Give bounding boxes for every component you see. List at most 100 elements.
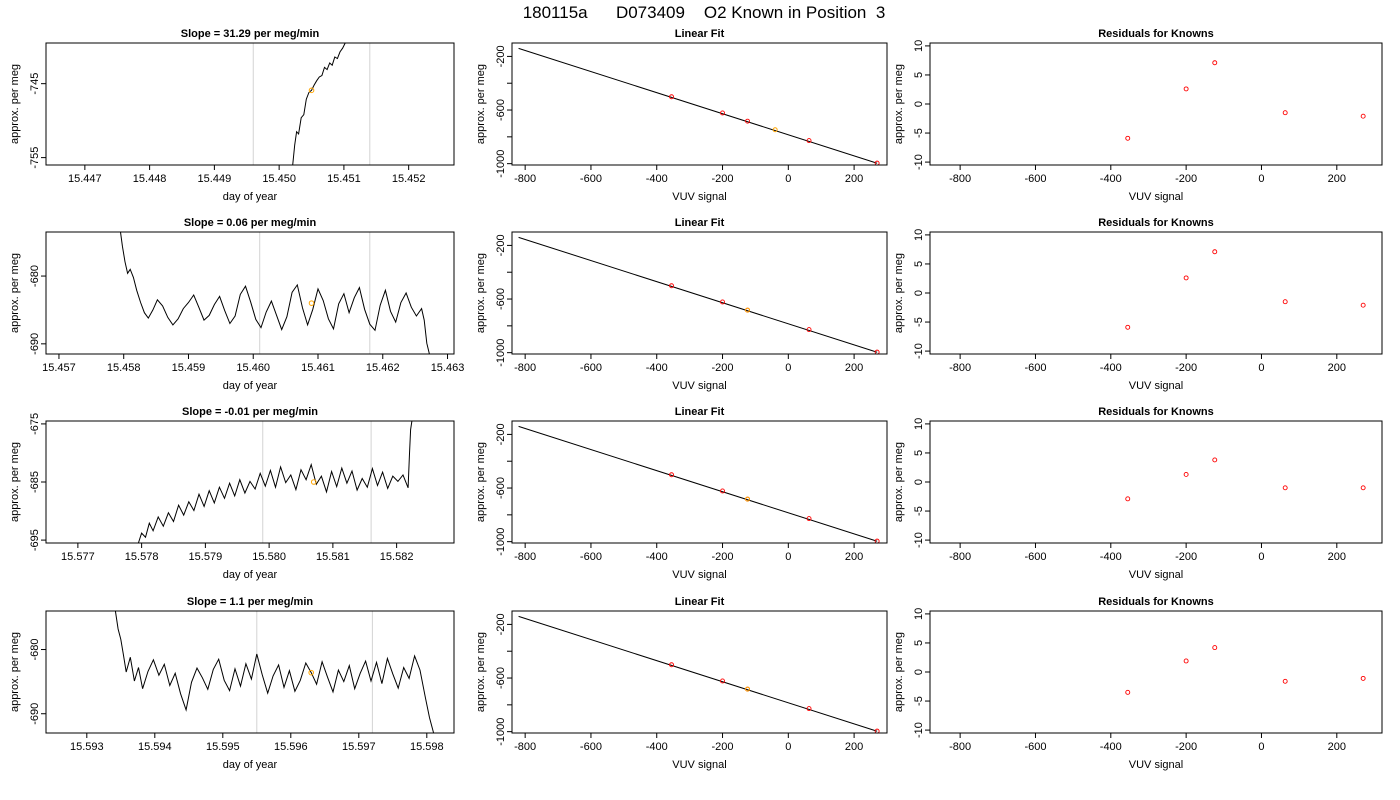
y-tick-label: -10: [913, 532, 925, 548]
panel-r4-c2: Linear Fit -800 -600 -400 -200 0 200 -1000 -600 -…: [475, 596, 888, 771]
known-point: [806, 327, 812, 333]
panel-r3-c1: Slope = -0.01 per meg/min 15.577 15.578 15.…: [9, 406, 455, 581]
sample-marker: [308, 669, 315, 676]
panel-title: Slope = 1.1 per meg/min: [187, 596, 314, 608]
residual-point: [1282, 299, 1288, 305]
x-tick-label: -600: [580, 362, 602, 374]
panel-title: Residuals for Knowns: [1098, 28, 1214, 40]
x-axis-label: day of year: [223, 759, 278, 771]
y-tick-label: 5: [913, 450, 925, 456]
y-tick-label: 0: [913, 101, 925, 107]
y-tick-label: 10: [913, 229, 925, 241]
x-tick-label: 15.459: [172, 362, 206, 374]
fit-line: [518, 47, 878, 164]
residual-point: [1282, 678, 1288, 684]
residual-point: [1212, 249, 1218, 255]
known-point: [669, 283, 674, 289]
panel-r1-c3: Residuals for Knowns -800 -600 -400 -200 0 200…: [893, 28, 1383, 203]
x-axis-label: VUV signal: [1129, 191, 1183, 203]
y-axis-label: approx. per meg: [9, 253, 21, 333]
plot-frame: [929, 420, 1383, 544]
plot-frame: [511, 231, 888, 355]
x-tick-label: -800: [514, 362, 536, 374]
x-tick-label: 15.594: [138, 741, 172, 753]
x-tick-label: -600: [580, 551, 602, 563]
x-axis-label: VUV signal: [1129, 569, 1183, 581]
x-tick-label: 15.581: [316, 551, 350, 563]
y-tick-label: -5: [913, 506, 925, 516]
sample-marker: [308, 300, 315, 306]
y-axis-label: approx. per meg: [475, 253, 487, 333]
x-axis-label: day of year: [223, 569, 278, 581]
x-tick-label: 15.582: [380, 551, 414, 563]
x-tick-label: -200: [712, 741, 734, 753]
x-tick-label: 15.593: [70, 741, 104, 753]
x-tick-label: -400: [1100, 551, 1122, 563]
y-axis-label: approx. per meg: [893, 632, 905, 712]
x-tick-label: 15.597: [342, 741, 376, 753]
x-tick-label: -200: [1175, 741, 1197, 753]
x-tick-label: -400: [646, 741, 668, 753]
panel-r2-c1: Slope = 0.06 per meg/min 15.457 15.458 15.4…: [9, 217, 464, 392]
x-tick-label: 15.452: [392, 173, 426, 185]
x-tick-label: 15.447: [68, 173, 102, 185]
x-tick-label: -600: [580, 173, 602, 185]
x-tick-label: 15.450: [262, 173, 296, 185]
y-tick-label: -680: [29, 639, 41, 661]
panel-title: Slope = 31.29 per meg/min: [181, 28, 320, 40]
panel-r1-c2: Linear Fit -800 -600 -400 -200 0 200 -1000 -600 -…: [475, 28, 888, 203]
y-tick-label: -5: [913, 696, 925, 706]
x-tick-label: -800: [949, 551, 971, 563]
residual-point: [1360, 675, 1366, 681]
y-tick-label: -685: [29, 471, 41, 493]
known-point: [720, 678, 725, 684]
x-tick-label: 200: [1328, 362, 1346, 374]
panel-r4-c1: Slope = 1.1 per meg/min 15.593 15.594 15.59…: [9, 596, 455, 771]
fit-line: [518, 425, 878, 542]
plot-frame: [929, 42, 1383, 166]
known-point: [720, 299, 725, 305]
known-point: [806, 706, 812, 712]
x-tick-label: -600: [1024, 173, 1046, 185]
x-tick-label: 15.596: [274, 741, 308, 753]
y-tick-label: -600: [495, 288, 507, 310]
y-tick-label: -10: [913, 722, 925, 738]
plot-frame: [929, 231, 1383, 355]
x-tick-label: 15.577: [61, 551, 95, 563]
sample-marker: [308, 87, 315, 94]
data-trace-line: [292, 43, 346, 165]
x-axis-label: VUV signal: [672, 759, 726, 771]
x-tick-label: 200: [845, 173, 863, 185]
x-tick-label: 0: [785, 173, 791, 185]
x-tick-label: -200: [712, 362, 734, 374]
known-point: [806, 138, 812, 144]
x-tick-label: -600: [580, 741, 602, 753]
known-point: [669, 662, 674, 668]
y-tick-label: -1000: [495, 339, 507, 367]
y-tick-label: -200: [495, 613, 507, 635]
y-axis-label: approx. per meg: [9, 632, 21, 712]
residual-point: [1212, 60, 1218, 66]
x-tick-label: 15.457: [42, 362, 76, 374]
y-axis-label: approx. per meg: [893, 64, 905, 144]
y-tick-label: -690: [29, 333, 41, 355]
x-tick-label: 15.580: [252, 551, 286, 563]
y-tick-label: -600: [495, 667, 507, 689]
residual-point: [1125, 689, 1131, 695]
residual-point: [1183, 86, 1189, 92]
panel-title: Linear Fit: [675, 406, 725, 418]
x-tick-label: 15.449: [198, 173, 232, 185]
x-axis-label: VUV signal: [672, 191, 726, 203]
x-tick-label: -200: [712, 551, 734, 563]
panel-r1-c1: Slope = 31.29 per meg/min 15.447 15.448 15.…: [9, 28, 455, 203]
x-tick-label: 0: [785, 551, 791, 563]
y-tick-label: 0: [913, 669, 925, 675]
known-point: [745, 118, 750, 124]
x-tick-label: 15.463: [431, 362, 465, 374]
x-tick-label: 15.595: [206, 741, 240, 753]
x-axis-label: VUV signal: [1129, 759, 1183, 771]
y-tick-label: -5: [913, 128, 925, 138]
plot-frame: [929, 610, 1383, 734]
x-tick-label: -600: [1024, 362, 1046, 374]
x-tick-label: -400: [646, 362, 668, 374]
